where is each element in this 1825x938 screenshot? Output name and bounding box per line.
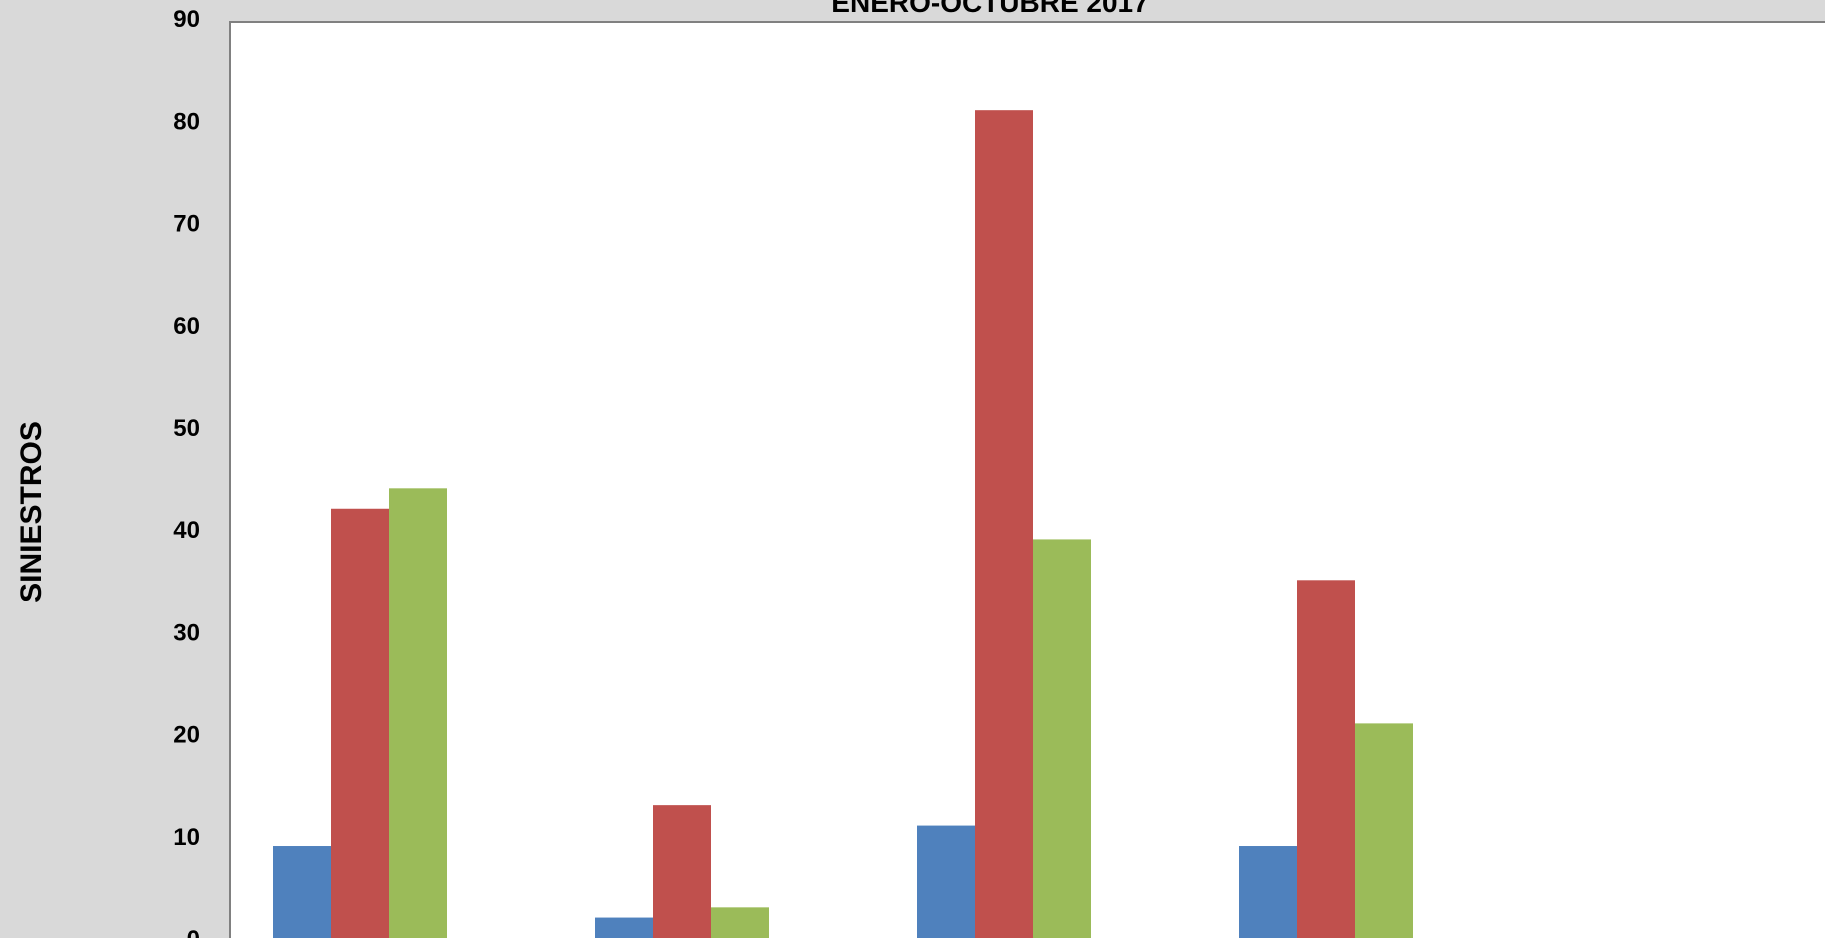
bar-series-3-category-2: [711, 907, 769, 938]
y-tick-label: 0: [187, 926, 200, 938]
y-tick-label: 60: [173, 313, 200, 340]
bar-series-2-category-2: [653, 805, 711, 938]
y-tick-label: 10: [173, 824, 200, 851]
bar-series-2-category-4: [1297, 580, 1355, 938]
chart-title: ENERO-OCTUBRE 2017: [831, 0, 1148, 18]
bar-series-3-category-4: [1355, 723, 1413, 938]
y-axis-label: SINIESTROS: [15, 421, 48, 603]
bars-layer: [273, 110, 1413, 938]
y-axis-ticks: 0 10 20 30 40 50 60 70 80 90: [173, 6, 200, 938]
y-tick-label: 70: [173, 211, 200, 238]
bar-series-1-category-1: [273, 846, 331, 938]
bar-series-1-category-4: [1239, 846, 1297, 938]
y-tick-label: 50: [173, 415, 200, 442]
bar-series-3-category-3: [1033, 539, 1091, 938]
y-tick-label: 20: [173, 722, 200, 749]
bar-series-1-category-3: [917, 825, 975, 938]
bar-series-2-category-1: [331, 508, 389, 938]
y-tick-label: 90: [173, 6, 200, 33]
bar-series-2-category-3: [975, 110, 1033, 938]
bar-series-3-category-1: [389, 488, 447, 938]
y-tick-label: 30: [173, 619, 200, 646]
y-tick-label: 40: [173, 517, 200, 544]
y-tick-label: 80: [173, 108, 200, 135]
bar-series-1-category-2: [595, 917, 653, 938]
